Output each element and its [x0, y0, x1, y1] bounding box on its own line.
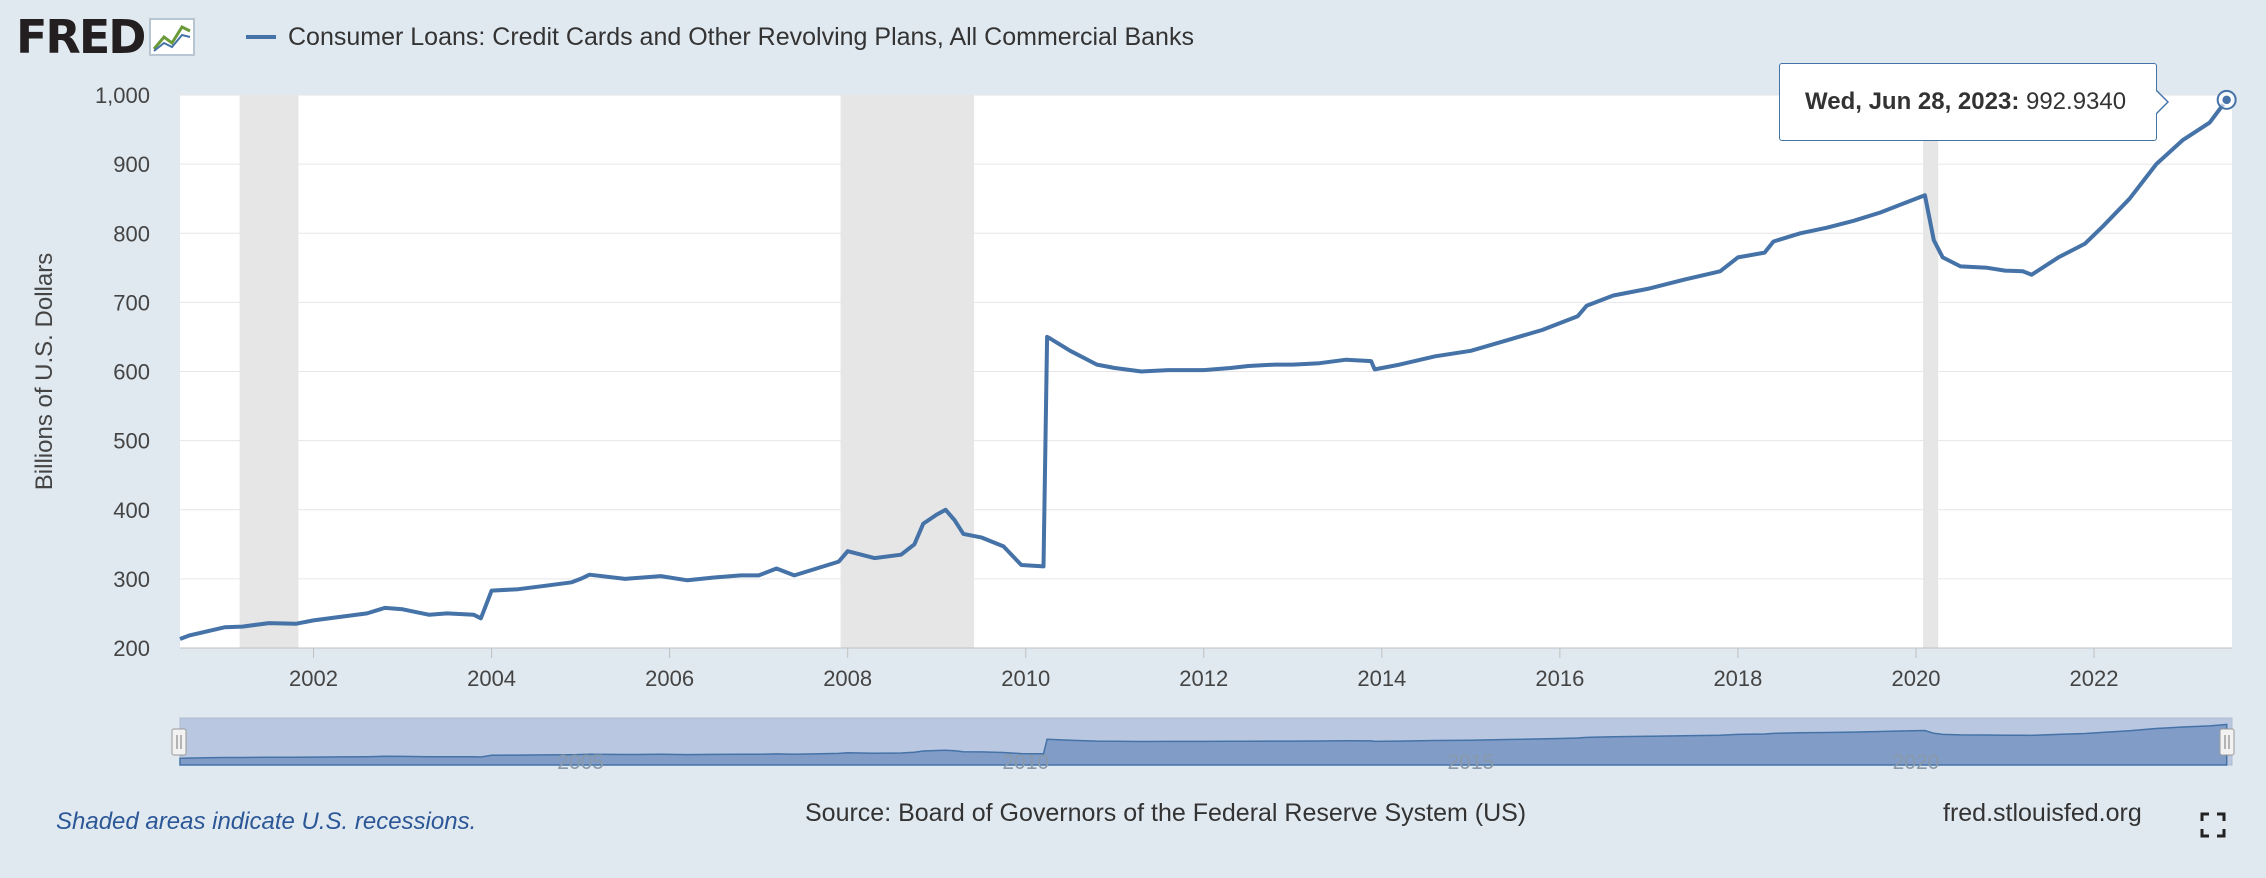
x-tick-label: 2020	[1891, 666, 1940, 691]
chart-logo-icon	[149, 18, 196, 56]
tooltip-date: Wed, Jun 28, 2023:	[1805, 88, 2020, 115]
navigator-series-area	[179, 723, 2228, 766]
x-tick-label: 2010	[1001, 666, 1050, 691]
chart-legend[interactable]: Consumer Loans: Credit Cards and Other R…	[246, 22, 1194, 52]
x-tick-label: 2008	[823, 666, 872, 691]
x-tick-label: 2014	[1357, 666, 1406, 691]
y-tick-label: 900	[113, 152, 150, 177]
x-tick-label: 2012	[1179, 666, 1228, 691]
data-tooltip: Wed, Jun 28, 2023: 992.9340	[1779, 63, 2157, 141]
recession-note: Shaded areas indicate U.S. recessions.	[56, 808, 477, 835]
y-tick-label: 700	[113, 290, 150, 315]
y-tick-label: 300	[113, 567, 150, 592]
source-text: Source: Board of Governors of the Federa…	[805, 799, 1527, 827]
navigator-handle-right[interactable]	[2219, 728, 2235, 756]
tooltip-value: 992.9340	[2025, 88, 2127, 115]
navigator-tick-label: 2010	[1002, 751, 1049, 774]
x-tick-label: 2006	[645, 666, 694, 691]
x-tick-label: 2004	[467, 666, 516, 691]
y-axis-title: Billions of U.S. Dollars	[31, 253, 58, 490]
series-line	[179, 98, 2229, 641]
x-tick-label: 2022	[2070, 666, 2119, 691]
fullscreen-icon[interactable]	[2200, 812, 2226, 838]
site-link[interactable]: fred.stlouisfed.org	[1943, 799, 2142, 827]
y-tick-label: 800	[113, 221, 150, 246]
hover-marker	[2220, 94, 2233, 106]
navigator-handle-left[interactable]	[171, 728, 187, 756]
y-tick-label: 500	[113, 429, 150, 454]
legend-series-label: Consumer Loans: Credit Cards and Other R…	[288, 22, 1194, 51]
legend-swatch	[246, 35, 276, 39]
y-tick-label: 400	[113, 498, 150, 523]
x-tick-label: 2018	[1713, 666, 1762, 691]
navigator-tick-label: 2020	[1893, 751, 1940, 774]
x-tick-label: 2002	[289, 666, 338, 691]
x-tick-label: 2016	[1535, 666, 1584, 691]
fred-logo[interactable]: FRED	[16, 10, 196, 64]
navigator-tick-label: 2005	[557, 751, 604, 774]
fred-logo-text: FRED	[16, 10, 146, 64]
y-tick-label: 600	[113, 360, 150, 385]
y-tick-label: 1,000	[95, 83, 150, 108]
navigator-tick-label: 2015	[1447, 751, 1494, 774]
tooltip-arrow-inner	[2156, 91, 2167, 113]
y-tick-label: 200	[113, 636, 150, 661]
